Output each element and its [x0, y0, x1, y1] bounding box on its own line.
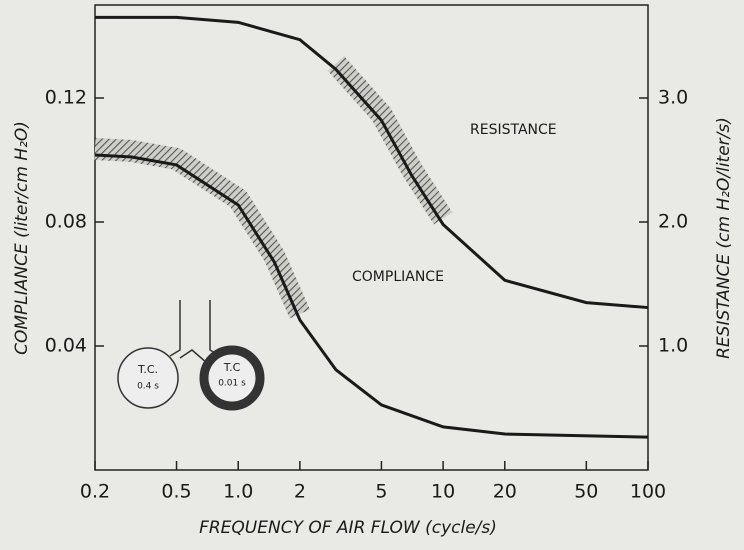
curve — [94, 153, 649, 439]
x-tick-label: 1.0 — [223, 481, 253, 503]
inset-label: 0.01 s — [218, 379, 246, 389]
x-tick-label: 5 — [375, 481, 387, 503]
alveolus-left — [117, 347, 179, 409]
inset-label: 0.4 s — [137, 382, 159, 392]
y-axis-label: COMPLIANCE (liter/cm H₂O) — [12, 121, 32, 355]
inset-label: T.C — [223, 361, 241, 374]
hatched-band — [94, 138, 310, 319]
y-tick-label: 0.04 — [45, 335, 87, 357]
x-tick-label: 0.5 — [161, 481, 191, 503]
y2-axis-label: RESISTANCE (cm H₂O/liter/s) — [714, 117, 734, 359]
x-tick-label: 50 — [574, 481, 598, 503]
curve — [95, 15, 649, 310]
x-axis-label: FREQUENCY OF AIR FLOW (cycle/s) — [199, 518, 497, 538]
y2-tick-label: 2.0 — [658, 211, 688, 233]
hatched-band — [327, 56, 453, 225]
x-tick-label: 0.2 — [80, 481, 110, 503]
inset-diagram: T.C. 0.4 s T.C 0.01 s — [117, 300, 265, 411]
y-tick-label: 0.08 — [45, 211, 87, 233]
y2-tick-label: 1.0 — [658, 335, 688, 357]
curve-label: COMPLIANCE — [352, 269, 444, 285]
x-tick-label: 10 — [431, 481, 455, 503]
plot-frame — [94, 4, 649, 471]
y-tick-label: 0.12 — [45, 87, 87, 109]
y2-tick-label: 3.0 — [658, 87, 688, 109]
alveolus-right — [199, 345, 265, 411]
x-tick-label: 2 — [294, 481, 306, 503]
inset-label: T.C. — [137, 363, 158, 376]
x-tick-label: 20 — [493, 481, 517, 503]
x-tick-label: 100 — [630, 481, 666, 503]
curve-label: RESISTANCE — [470, 122, 557, 138]
